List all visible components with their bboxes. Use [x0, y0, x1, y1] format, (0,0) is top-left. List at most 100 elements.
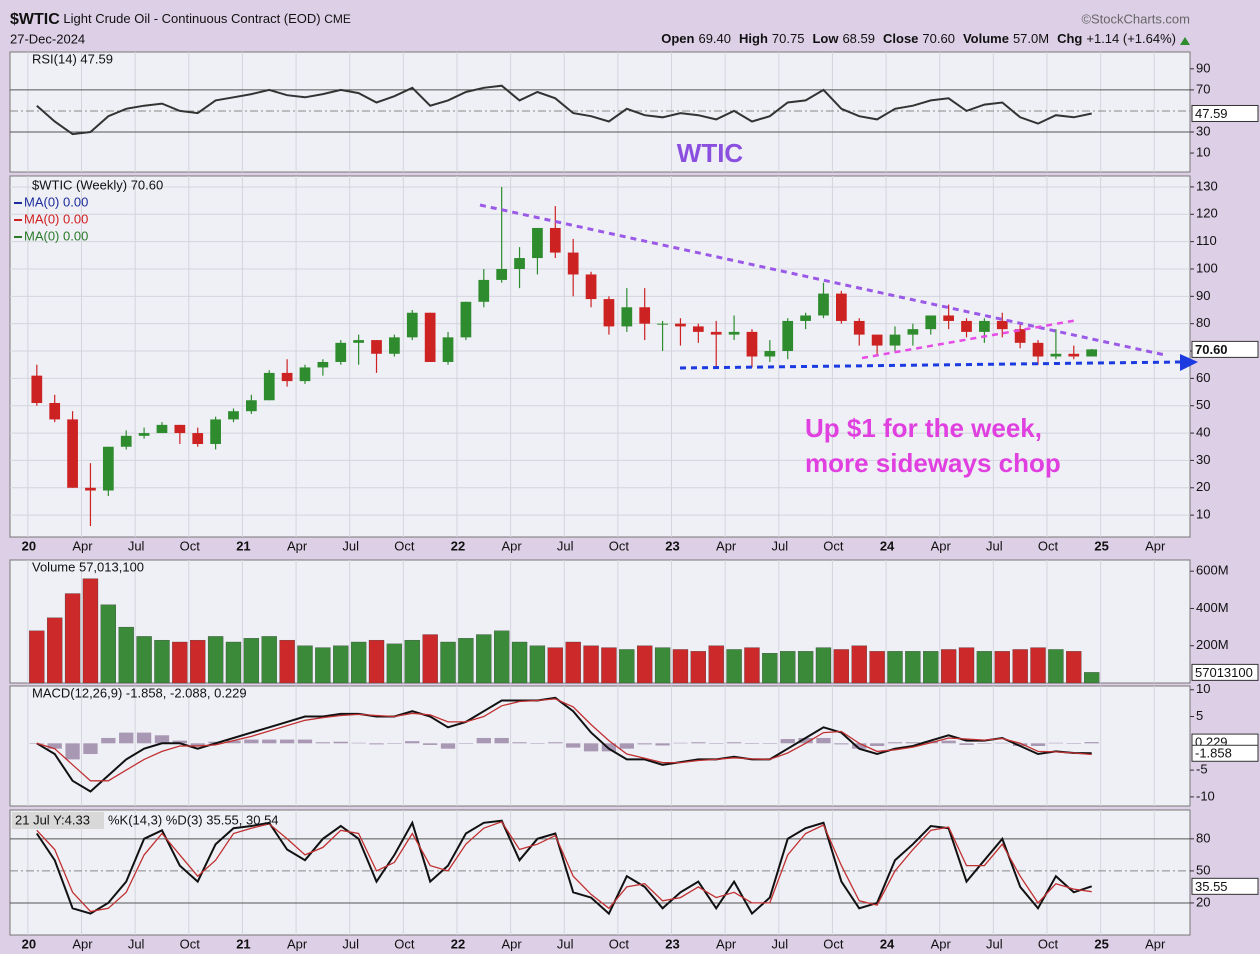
value-tag-box — [1191, 104, 1259, 122]
volume-bar — [1030, 647, 1046, 684]
value-tag: 47.59 — [1195, 106, 1228, 121]
candle-body — [871, 334, 883, 346]
x-tick-label: Oct — [609, 936, 630, 951]
y-tick-label: 100 — [1196, 260, 1218, 275]
candle-body — [120, 435, 132, 447]
legend-label: MA(0) 0.00 — [24, 228, 88, 243]
histogram-bar — [887, 742, 903, 744]
candle-body — [49, 402, 61, 420]
quote-label: Close — [883, 31, 918, 46]
histogram-bar — [279, 739, 295, 744]
histogram-bar — [262, 739, 277, 744]
y-tick-label: 60 — [1196, 370, 1210, 385]
volume-bar — [887, 651, 903, 684]
histogram-bar — [297, 739, 313, 744]
candle-body — [228, 411, 239, 420]
x-tick-label: Jul — [771, 538, 788, 553]
volume-bar — [243, 638, 260, 684]
volume-bar — [136, 636, 152, 684]
x-tick-label: 22 — [451, 538, 465, 553]
histogram-bar — [494, 737, 509, 744]
quote-label: High — [739, 31, 768, 46]
volume-bar — [172, 641, 188, 684]
volume-bar — [583, 645, 599, 684]
histogram-bar — [619, 743, 634, 749]
x-tick-label: Apr — [931, 936, 952, 951]
volume-bar — [601, 647, 617, 684]
candle-body — [1086, 349, 1098, 357]
value-tag: 70.60 — [1195, 342, 1228, 357]
histogram-bar — [136, 732, 152, 744]
histogram-bar — [1030, 743, 1046, 746]
volume-bar — [207, 636, 224, 684]
panel-title: MACD(12,26,9) -1.858, -2.088, 0.229 — [32, 685, 247, 700]
histogram-bar — [780, 739, 795, 744]
candle-body — [460, 301, 472, 338]
volume-bar — [923, 651, 939, 684]
candle-body — [442, 337, 454, 362]
x-tick-label: Jul — [986, 538, 1003, 553]
histogram-bar — [351, 742, 366, 744]
x-tick-label: Oct — [609, 538, 630, 553]
volume-bar — [815, 647, 832, 684]
quote-value: +1.14 (+1.64%) — [1086, 31, 1176, 46]
panel-title: $WTIC (Weekly) 70.60 — [32, 177, 163, 192]
value-tag: 57013100 — [1195, 665, 1253, 680]
y-tick-label: -10 — [1196, 788, 1215, 803]
candle-body — [335, 342, 347, 362]
volume-bar — [297, 645, 313, 684]
quote-label: Chg — [1057, 31, 1082, 46]
x-tick-label: Jul — [128, 936, 145, 951]
y-tick-label: -5 — [1196, 762, 1208, 777]
x-tick-label: 20 — [22, 936, 36, 951]
x-tick-label: 24 — [880, 538, 895, 553]
y-tick-label: 20 — [1196, 479, 1210, 494]
candle-body — [424, 312, 436, 362]
candle-body — [281, 372, 293, 382]
volume-bar — [762, 653, 778, 684]
volume-bar — [64, 593, 81, 684]
candle-body — [246, 400, 257, 412]
volume-bar — [333, 645, 349, 684]
volume-bar — [994, 651, 1010, 684]
up-arrow — [1180, 37, 1190, 45]
volume-bar — [190, 639, 206, 684]
candle-body — [1068, 353, 1080, 357]
histogram-bar — [172, 740, 187, 744]
candle-body — [603, 299, 615, 327]
histogram-bar — [816, 737, 831, 744]
value-tag-box — [1191, 663, 1259, 681]
volume-bar — [637, 645, 653, 684]
volume-bar — [958, 647, 975, 684]
y-tick-label: 600M — [1196, 563, 1229, 578]
value-tag-box — [1191, 877, 1259, 895]
histogram-bar — [333, 741, 348, 744]
histogram-bar — [476, 737, 491, 744]
quote-value: 68.59 — [842, 31, 875, 46]
y-tick-label: 110 — [1196, 233, 1217, 248]
x-tick-label: Apr — [72, 538, 93, 553]
quote-label: Volume — [963, 31, 1009, 46]
histogram-bar — [726, 742, 742, 744]
x-tick-label: 22 — [451, 936, 465, 951]
annotation: Up $1 for the week, — [805, 413, 1042, 443]
volume-bar — [708, 645, 724, 684]
x-tick-label: Jul — [557, 936, 574, 951]
x-tick-label: Apr — [287, 936, 308, 951]
x-tick-label: Oct — [394, 538, 415, 553]
x-tick-label: Apr — [716, 936, 737, 951]
y-tick-label: 120 — [1196, 206, 1218, 221]
quote-label: Low — [812, 31, 839, 46]
x-tick-label: Apr — [501, 538, 522, 553]
volume-bar — [494, 630, 510, 684]
candle-body — [675, 323, 686, 327]
header-line: $WTIC Light Crude Oil - Continuous Contr… — [10, 11, 351, 28]
histogram-bar — [744, 743, 760, 744]
volume-bar — [529, 645, 546, 684]
quote-value: 70.60 — [922, 31, 955, 46]
panel-title: Volume 57,013,100 — [32, 559, 144, 574]
y-tick-label: 10 — [1196, 681, 1210, 696]
volume-bar — [1084, 672, 1100, 684]
y-tick-label: 200M — [1196, 637, 1229, 652]
candle-body — [138, 433, 150, 436]
